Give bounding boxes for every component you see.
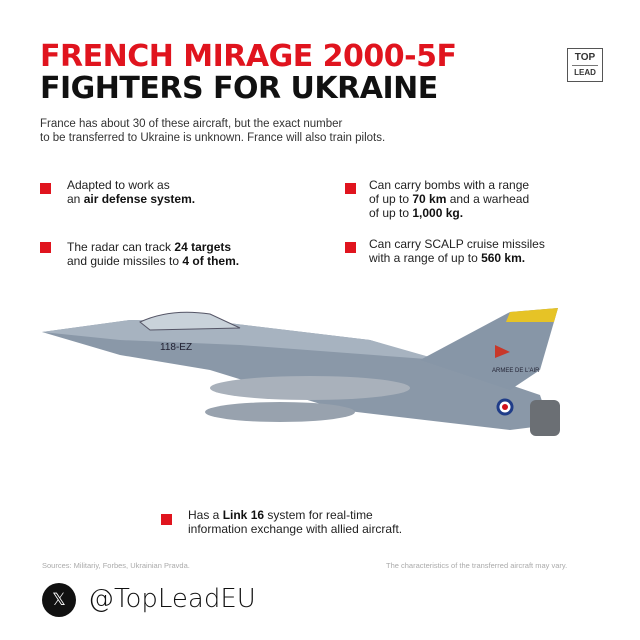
fact-text: and guide missiles to bbox=[67, 254, 183, 268]
intro-line-1: France has about 30 of these aircraft, b… bbox=[40, 118, 343, 130]
fact-radar: The radar can track 24 targets and guide… bbox=[67, 240, 239, 268]
sources-text: Sources: Militariy, Forbes, Ukrainian Pr… bbox=[42, 561, 190, 570]
fact-text: an bbox=[67, 192, 84, 206]
fact-text: The radar can track bbox=[67, 240, 175, 254]
fact-bold: 4 of them. bbox=[182, 254, 240, 268]
disclaimer-text: The characteristics of the transferred a… bbox=[386, 561, 568, 570]
fact-text: Adapted to work as bbox=[67, 178, 170, 192]
tail-fin bbox=[420, 308, 558, 390]
social-handle[interactable]: @TopLeadEU bbox=[88, 584, 256, 614]
roundel-center bbox=[502, 404, 508, 410]
fact-text: of up to bbox=[369, 206, 413, 220]
engine-nozzle bbox=[530, 400, 560, 436]
fact-text: system for real-time bbox=[264, 508, 373, 522]
title-line-2: FIGHTERS FOR UKRAINE bbox=[40, 71, 438, 106]
fact-bombs: Can carry bombs with a range of up to 70… bbox=[369, 178, 529, 220]
fact-text: Has a bbox=[188, 508, 223, 522]
x-logo-icon[interactable]: 𝕏 bbox=[42, 583, 76, 617]
intro-line-2: to be transferred to Ukraine is unknown.… bbox=[40, 132, 386, 144]
intro-text: France has about 30 of these aircraft, b… bbox=[40, 117, 460, 145]
bullet-icon bbox=[161, 514, 172, 525]
fuselage bbox=[42, 320, 550, 430]
fact-bold: 70 km bbox=[412, 192, 447, 206]
aircraft-code: 118-EZ bbox=[160, 342, 192, 353]
fact-bold: Link 16 bbox=[222, 508, 265, 522]
fact-link16: Has a Link 16 system for real-time infor… bbox=[188, 508, 402, 536]
logo-top: TOP bbox=[572, 52, 598, 66]
fact-air-defense: Adapted to work as an air defense system… bbox=[67, 178, 195, 206]
mirage-aircraft-image: 118-EZ ARMEE DE L'AIR bbox=[42, 308, 560, 436]
fact-bold: 1,000 kg. bbox=[412, 206, 464, 220]
fact-bold: 24 targets bbox=[174, 240, 232, 254]
fact-text: and a warhead bbox=[446, 192, 530, 206]
fact-text: Can carry SCALP cruise missiles bbox=[369, 237, 545, 251]
bullet-icon bbox=[345, 183, 356, 194]
fin-stripe bbox=[506, 308, 558, 322]
fin-badge bbox=[495, 345, 510, 358]
fact-scalp: Can carry SCALP cruise missiles with a r… bbox=[369, 237, 545, 265]
fact-bold: air defense system. bbox=[83, 192, 196, 206]
fact-text: with a range of up to bbox=[369, 251, 482, 265]
fuselage-top bbox=[42, 320, 440, 360]
logo-bottom: LEAD bbox=[574, 68, 596, 77]
drop-tank bbox=[210, 376, 410, 400]
canopy bbox=[139, 311, 241, 331]
bullet-icon bbox=[345, 242, 356, 253]
fact-text: Can carry bombs with a range bbox=[369, 178, 530, 192]
fact-text: information exchange with allied aircraf… bbox=[188, 522, 403, 536]
title-line-1: FRENCH MIRAGE 2000-5F bbox=[40, 39, 457, 74]
drop-tank bbox=[205, 402, 355, 422]
fact-bold: 560 km. bbox=[481, 251, 526, 265]
bullet-icon bbox=[40, 242, 51, 253]
toplead-logo: TOP LEAD bbox=[567, 48, 603, 82]
fin-text: ARMEE DE L'AIR bbox=[492, 368, 540, 374]
bullet-icon bbox=[40, 183, 51, 194]
fact-text: of up to bbox=[369, 192, 413, 206]
